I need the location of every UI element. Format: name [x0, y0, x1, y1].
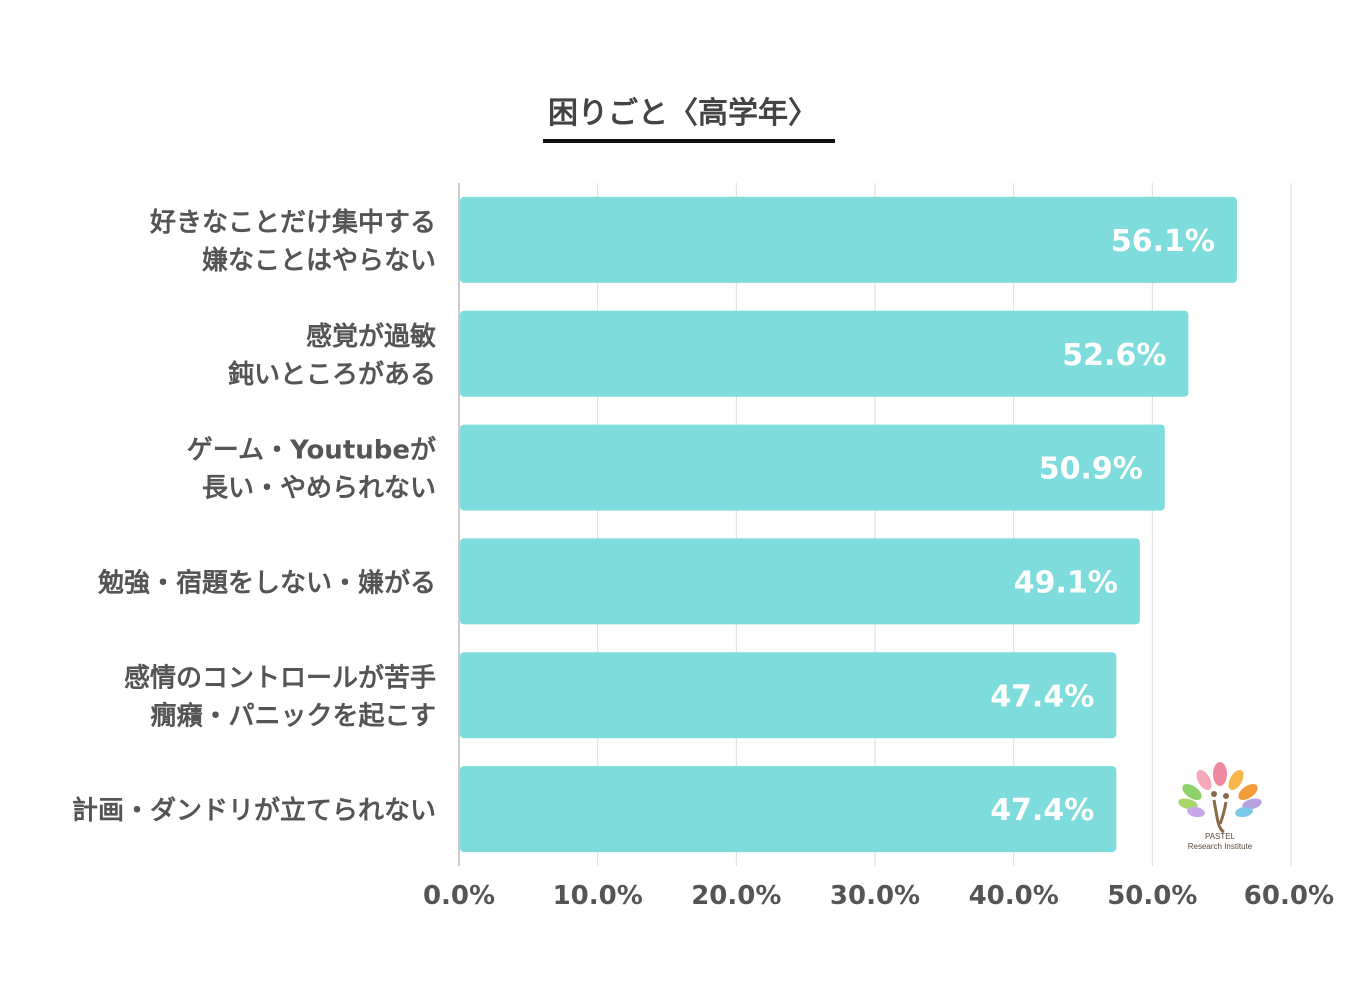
bar [460, 652, 1117, 739]
category-label-line: 癇癪・パニックを起こす [151, 700, 436, 731]
category-label-line: 感情のコントロールが苦手 [124, 662, 436, 693]
category-label-line: 勉強・宿題をしない・嫌がる [97, 567, 436, 598]
category-label-line: 鈍いところがある [228, 359, 436, 390]
category-label-line: 感覚が過敏 [306, 321, 436, 352]
title-underline [543, 139, 835, 143]
x-tick-label: 40.0% [969, 881, 1059, 911]
x-tick-label: 30.0% [830, 881, 920, 911]
logo-line1: PASTEL [1204, 832, 1236, 841]
bar-value-label: 49.1% [1014, 565, 1118, 600]
category-label-line: 長い・やめられない [202, 474, 436, 504]
logo-line2: Research Institute [1187, 842, 1253, 851]
x-tick-label: 50.0% [1107, 881, 1197, 911]
category-label-line: 好きなことだけ集中する [149, 207, 436, 238]
bar-value-label: 52.6% [1062, 338, 1166, 373]
bar-value-label: 56.1% [1111, 224, 1215, 259]
category-label-line: 嫌なことはやらない [202, 246, 436, 276]
pastel-logo: PASTEL Research Institute [1170, 760, 1270, 856]
bar [460, 310, 1189, 397]
tree-logo-icon [1178, 762, 1262, 834]
bar [460, 538, 1140, 625]
x-tick-label: 10.0% [553, 881, 643, 911]
bar-value-label: 47.4% [990, 793, 1094, 828]
x-tick-label: 0.0% [423, 881, 495, 911]
category-label: 勉強・宿題をしない・嫌がる [97, 567, 436, 598]
x-tick-label: 60.0% [1244, 881, 1334, 911]
chart-title: 困りごと〈高学年〉 [548, 96, 818, 131]
x-tick-label: 20.0% [691, 881, 781, 911]
category-label-line: ゲーム・Youtubeが [187, 435, 436, 466]
bar-value-label: 50.9% [1039, 452, 1143, 487]
category-label-line: 計画・ダンドリが立てられない [72, 795, 436, 826]
bar [460, 196, 1237, 283]
bar [460, 766, 1117, 853]
bar [460, 424, 1165, 511]
category-label: 計画・ダンドリが立てられない [72, 795, 436, 826]
bar-value-label: 47.4% [990, 679, 1094, 714]
